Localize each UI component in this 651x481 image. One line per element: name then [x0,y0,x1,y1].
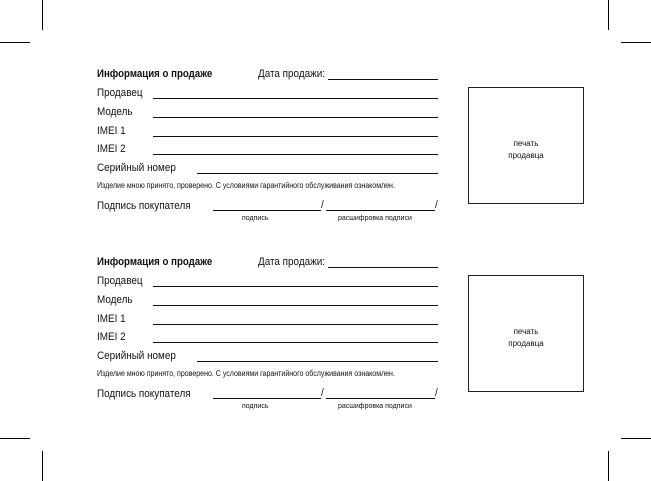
crop-mark-bl-h [0,438,30,439]
field-label: Модель [97,294,133,306]
stamp-line-2: продавца [508,151,544,160]
field-label: IMEI 2 [97,331,126,343]
signature-label: Подпись покупателя [97,200,191,212]
acceptance-statement: Изделие мною принято, проверено. С услов… [97,369,395,378]
field-line[interactable] [153,136,438,137]
field-label: Продавец [97,275,143,287]
crop-mark-tl-v [42,0,43,30]
stamp-label: печать продавца [469,138,583,162]
form-title: Информация о продаже [97,256,213,268]
field-line[interactable] [197,361,438,362]
crop-mark-tr-h [621,42,651,43]
sale-info-form: Информация о продаже Дата продажи: Продаве… [0,188,651,410]
field-line[interactable] [153,117,438,118]
stamp-label: печать продавца [469,326,583,350]
field-label: Модель [97,106,133,118]
stamp-line-2: продавца [508,339,544,348]
signature-hint: подпись [242,215,269,222]
signature-line[interactable] [213,398,321,399]
signature-line[interactable] [213,210,321,211]
decoding-hint: расшифровка подписи [338,215,412,222]
field-line[interactable] [153,324,438,325]
crop-mark-br-h [621,438,651,439]
seller-stamp-box: печать продавца [468,275,584,392]
field-label: IMEI 1 [97,125,126,137]
sale-date-line[interactable] [328,79,438,80]
slash: / [321,199,324,211]
field-line[interactable] [153,98,438,99]
field-label: Серийный номер [97,350,176,362]
crop-mark-tl-h [0,42,30,43]
crop-mark-br-v [608,451,609,481]
slash: / [321,387,324,399]
slash: / [435,387,438,399]
sale-date-line[interactable] [328,267,438,268]
signature-label: Подпись покупателя [97,388,191,400]
sale-info-form: Информация о продаже Дата продажи: Продаве… [0,0,651,222]
field-label: Серийный номер [97,162,176,174]
slash: / [435,199,438,211]
sale-date-label: Дата продажи: [258,256,326,268]
crop-mark-tr-v [608,0,609,30]
field-label: IMEI 2 [97,143,126,155]
field-line[interactable] [153,342,438,343]
signature-hint: подпись [242,403,269,410]
acceptance-statement: Изделие мною принято, проверено. С услов… [97,181,395,190]
decoding-hint: расшифровка подписи [338,403,412,410]
field-label: IMEI 1 [97,313,126,325]
crop-mark-bl-v [42,451,43,481]
signature-decoding-line[interactable] [326,398,435,399]
field-line[interactable] [197,173,438,174]
field-label: Продавец [97,87,143,99]
stamp-line-1: печать [513,327,539,336]
stamp-line-1: печать [513,139,539,148]
seller-stamp-box: печать продавца [468,87,584,204]
field-line[interactable] [153,305,438,306]
sale-date-label: Дата продажи: [258,68,326,80]
signature-decoding-line[interactable] [326,210,435,211]
field-line[interactable] [153,286,438,287]
form-title: Информация о продаже [97,68,213,80]
field-line[interactable] [153,154,438,155]
